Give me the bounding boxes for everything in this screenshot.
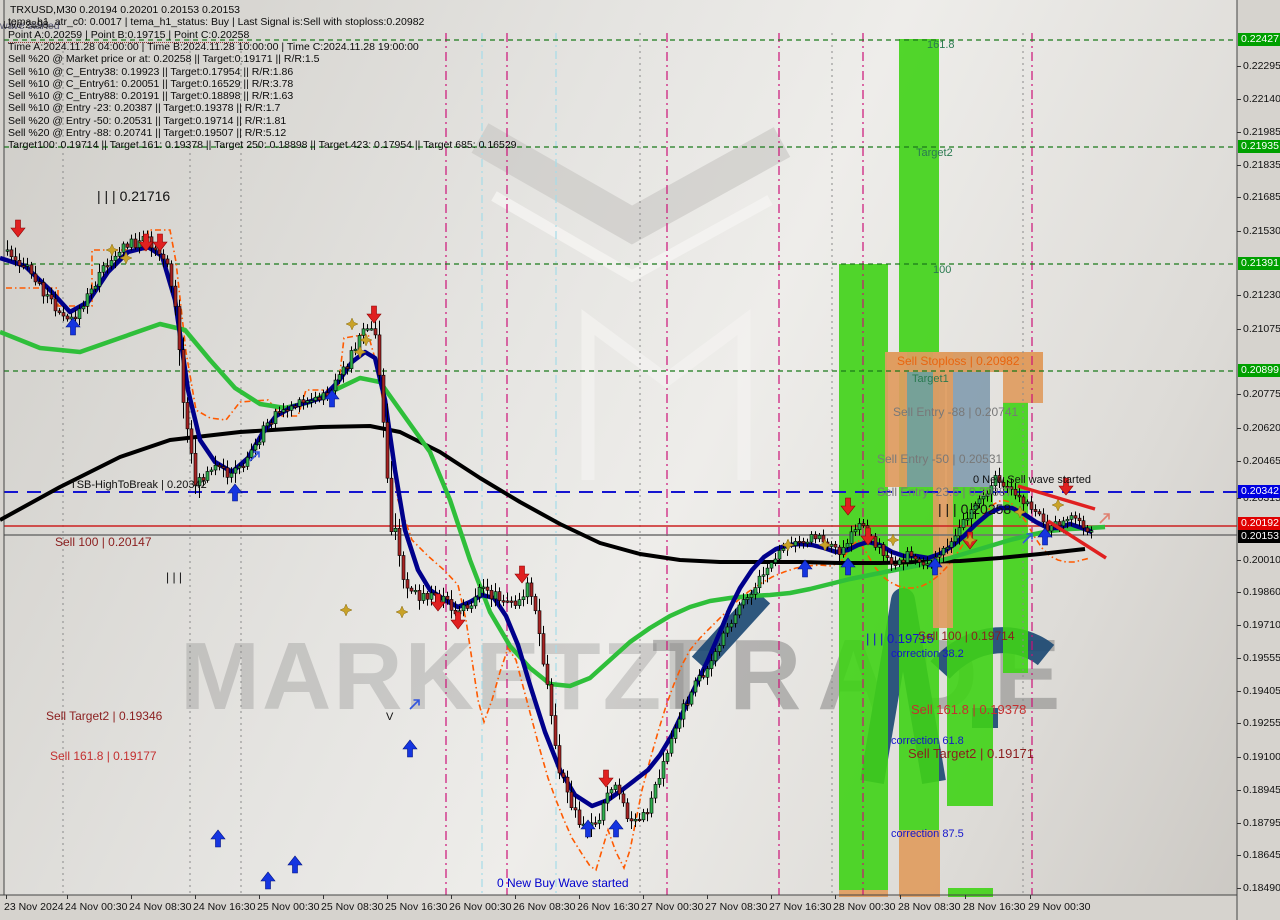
star-icon <box>886 533 900 547</box>
buy-arrow-icon <box>402 739 418 758</box>
breakout-arrow-icon <box>1022 533 1033 544</box>
buy-arrow-icon <box>65 317 81 336</box>
star-icon <box>395 605 409 619</box>
sell-arrow-icon <box>152 233 168 252</box>
star-icon <box>345 317 359 331</box>
star-icon <box>353 345 367 359</box>
sell-arrow-icon <box>840 497 856 516</box>
sell-arrow-icon <box>138 233 154 252</box>
sell-arrow-icon <box>366 305 382 324</box>
buy-arrow-icon <box>287 855 303 874</box>
watermark-brand-text: MARKETZI <box>180 623 692 730</box>
star-icon <box>818 538 832 552</box>
candles-layer <box>5 230 1094 839</box>
buy-arrow-icon <box>797 559 813 578</box>
buy-arrow-icon <box>210 829 226 848</box>
buy-arrow-icon <box>260 871 276 890</box>
ma-green-line <box>0 321 1106 689</box>
buy-arrow-icon <box>324 389 340 408</box>
sell-arrow-icon <box>860 527 876 546</box>
buy-arrow-icon <box>580 819 596 838</box>
star-icon <box>963 533 977 547</box>
star-icon <box>119 251 133 265</box>
signal-markers <box>10 219 1110 890</box>
buy-arrow-icon <box>1037 527 1053 546</box>
breakout-arrow-icon <box>1099 513 1110 524</box>
trend-line <box>1047 519 1107 560</box>
sell-arrow-icon <box>1058 477 1074 496</box>
sell-arrow-icon <box>514 565 530 584</box>
star-icon <box>105 243 119 257</box>
star-icon <box>359 333 373 347</box>
sell-arrow-icon <box>430 593 446 612</box>
star-icon <box>339 603 353 617</box>
buy-arrow-icon <box>840 557 856 576</box>
buy-arrow-icon <box>927 557 943 576</box>
breakout-arrow-icon <box>249 451 260 462</box>
breakout-arrow-icon <box>409 699 420 710</box>
grid-and-levels <box>0 0 1238 920</box>
buy-arrow-icon <box>227 483 243 502</box>
sell-arrow-icon <box>598 769 614 788</box>
star-icon <box>1013 505 1027 519</box>
buy-arrow-icon <box>608 819 624 838</box>
sell-arrow-icon <box>10 219 26 238</box>
trend-line <box>1017 484 1096 511</box>
sell-arrow-icon <box>450 611 466 630</box>
star-icon <box>781 538 795 552</box>
star-icon <box>1051 498 1065 512</box>
